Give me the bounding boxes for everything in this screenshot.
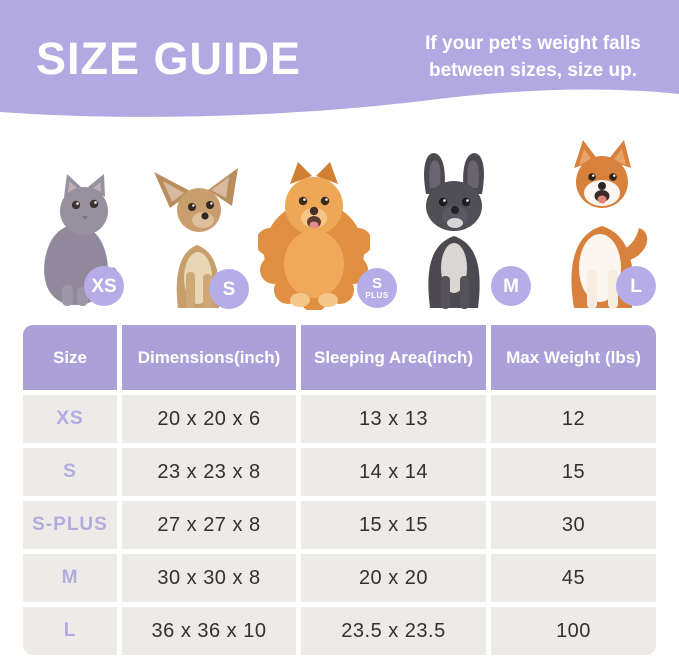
row-m-sleeping-area: 20 x 20 bbox=[301, 554, 486, 602]
size-badge-sublabel: PLUS bbox=[365, 291, 389, 300]
column-header-size: Size bbox=[23, 325, 117, 390]
size-badge-l: L bbox=[616, 266, 656, 306]
pet-french-bulldog bbox=[404, 148, 504, 310]
size-badge-label: S bbox=[371, 275, 382, 292]
size-badge-s: S bbox=[209, 269, 249, 309]
sizing-note: If your pet's weight falls between sizes,… bbox=[403, 30, 663, 84]
row-m-max-weight: 45 bbox=[491, 554, 656, 602]
row-l-sleeping-area: 23.5 x 23.5 bbox=[301, 607, 486, 655]
sizing-note-line1: If your pet's weight falls bbox=[425, 33, 641, 54]
row-xs-max-weight: 12 bbox=[491, 395, 656, 443]
column-header-sleeping-area: Sleeping Area(inch) bbox=[301, 325, 486, 390]
french-bulldog-illustration bbox=[424, 153, 484, 309]
shiba-inu-illustration bbox=[571, 140, 648, 309]
row-l-size: L bbox=[23, 607, 117, 655]
size-badge-label: L bbox=[630, 275, 642, 297]
sizing-note-line2: between sizes, size up. bbox=[428, 60, 638, 81]
header-banner: SIZE GUIDE If your pet's weight falls bet… bbox=[0, 0, 679, 128]
size-badge-xs: XS bbox=[84, 266, 124, 306]
row-s-plus-dimensions: 27 x 27 x 8 bbox=[122, 501, 296, 549]
row-s-dimensions: 23 x 23 x 8 bbox=[122, 448, 296, 496]
size-badge-label: M bbox=[503, 275, 519, 297]
row-xs-size: XS bbox=[23, 395, 117, 443]
size-badge-m: M bbox=[491, 266, 531, 306]
pets-row: XS S S PLUS M L bbox=[0, 128, 679, 318]
row-s-plus-max-weight: 30 bbox=[491, 501, 656, 549]
row-xs-sleeping-area: 13 x 13 bbox=[301, 395, 486, 443]
row-s-plus-size: S-PLUS bbox=[23, 501, 117, 549]
size-badge-label: XS bbox=[91, 275, 117, 297]
row-m-size: M bbox=[23, 554, 117, 602]
chihuahua-illustration bbox=[154, 168, 238, 308]
size-badge-label: S bbox=[222, 278, 236, 300]
pet-pomeranian bbox=[258, 158, 370, 310]
row-l-max-weight: 100 bbox=[491, 607, 656, 655]
banner-background-wave bbox=[0, 0, 679, 117]
row-s-size: S bbox=[23, 448, 117, 496]
pet-shiba-inu bbox=[544, 138, 652, 310]
size-table: Size Dimensions(inch) Sleeping Area(inch… bbox=[23, 325, 656, 655]
pet-chihuahua bbox=[148, 168, 248, 310]
pomeranian-illustration bbox=[258, 162, 370, 310]
row-xs-dimensions: 20 x 20 x 6 bbox=[122, 395, 296, 443]
page-title: SIZE GUIDE bbox=[36, 33, 302, 84]
size-badge-s-plus: S PLUS bbox=[357, 268, 397, 308]
row-s-plus-sleeping-area: 15 x 15 bbox=[301, 501, 486, 549]
row-l-dimensions: 36 x 36 x 10 bbox=[122, 607, 296, 655]
row-s-max-weight: 15 bbox=[491, 448, 656, 496]
column-header-dimensions: Dimensions(inch) bbox=[122, 325, 296, 390]
column-header-max-weight: Max Weight (lbs) bbox=[491, 325, 656, 390]
row-s-sleeping-area: 14 x 14 bbox=[301, 448, 486, 496]
row-m-dimensions: 30 x 30 x 8 bbox=[122, 554, 296, 602]
